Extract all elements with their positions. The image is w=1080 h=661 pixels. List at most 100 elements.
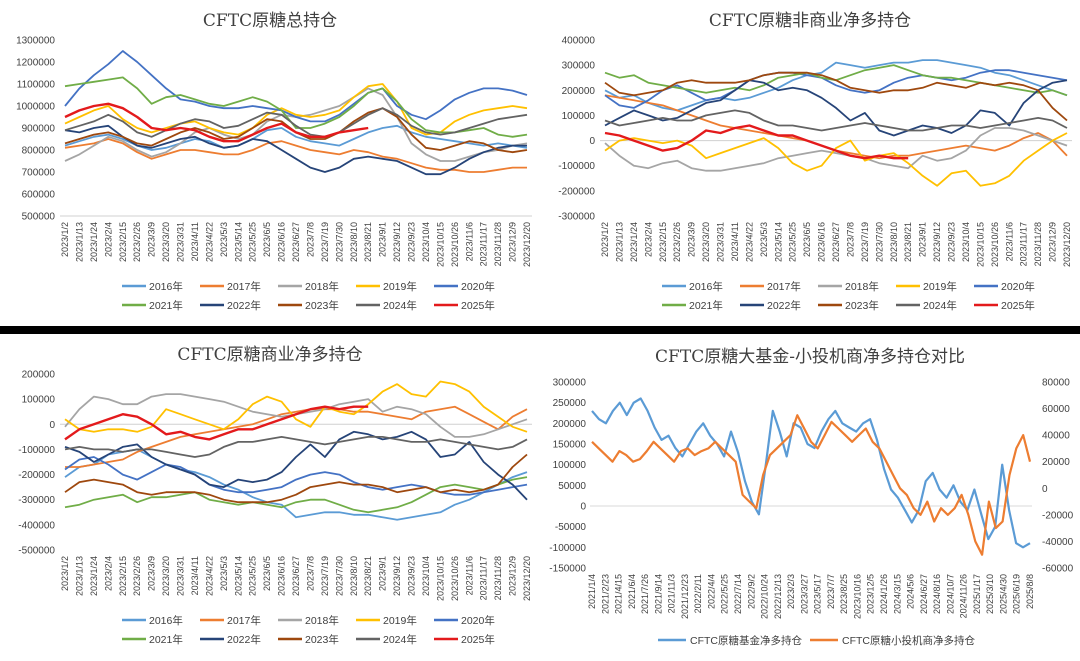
fund-net-long-line <box>591 397 1031 549</box>
legend-label-2023: 2023年 <box>305 633 339 646</box>
x-tick-label: 2023/7/30 <box>334 222 344 262</box>
legend-label-2021: 2021年 <box>149 633 183 646</box>
legend-label-2020: 2020年 <box>1001 280 1035 293</box>
x-tick-label: 2023/5/25 <box>248 556 258 596</box>
x-tick-label: 2023/1/24 <box>89 222 99 262</box>
x-tick-label: 2023/11/28 <box>1033 222 1043 266</box>
legend-label-2024: 2024年 <box>923 299 957 312</box>
legend-label-2017: 2017年 <box>227 614 261 627</box>
x-tick-label: 2023/6/5 <box>802 222 812 257</box>
x-tick-label: 2023/3/9 <box>687 222 697 257</box>
x-tick-label: 2023/6/16 <box>277 556 287 596</box>
y-tick-label: -300000 <box>558 212 595 223</box>
x-tick-label: 2021/1/4 <box>587 574 597 609</box>
y-right-tick-label: -60000 <box>1042 564 1074 575</box>
x-tick-label: 2023/6/5 <box>262 222 272 257</box>
x-tick-label: 2023/8/25 <box>839 574 849 614</box>
x-tick-label: 2024/11/26 <box>959 574 969 618</box>
x-tick-label: 2023/1/13 <box>614 222 624 262</box>
x-tick-label: 2023/2/3 <box>786 574 796 609</box>
x-tick-label: 2022/7/14 <box>733 574 743 614</box>
x-tick-label: 2023/5/14 <box>233 556 243 596</box>
legend-label-2018: 2018年 <box>305 614 339 627</box>
legend-label-2017: 2017年 <box>227 280 261 293</box>
legend-label-2025: 2025年 <box>461 633 495 646</box>
x-tick-label: 2023/4/11 <box>190 222 200 261</box>
x-tick-label: 2024/8/16 <box>932 574 942 614</box>
x-tick-label: 2021/9/14 <box>653 574 663 614</box>
x-tick-label: 2023/8/10 <box>349 556 359 596</box>
x-tick-label: 2022/5/25 <box>720 574 730 614</box>
x-tick-label: 2024/10/7 <box>945 574 955 614</box>
x-tick-label: 2023/6/27 <box>291 556 301 596</box>
x-tick-label: 2023/6/5 <box>262 556 272 591</box>
series-line-2019 <box>64 83 528 136</box>
y-right-tick-label: 20000 <box>1042 457 1070 468</box>
chart-title: CFTC原糖非商业净多持仓 <box>709 11 911 31</box>
legend-label-2018: 2018年 <box>305 280 339 293</box>
y-left-tick-label: 250000 <box>553 398 587 409</box>
x-tick-label: 2023/1/2 <box>60 222 70 257</box>
x-tick-label: 2023/12/20 <box>1062 222 1072 267</box>
x-tick-label: 2022/2/11 <box>693 574 703 613</box>
x-tick-label: 2021/6/4 <box>627 574 637 609</box>
legend-label-2022: 2022年 <box>227 633 261 646</box>
chart-title: CFTC原糖总持仓 <box>203 11 337 31</box>
x-tick-label: 2023/2/4 <box>103 556 113 591</box>
x-tick-label: 2023/1/24 <box>89 556 99 596</box>
x-tick-label: 2023/3/20 <box>161 556 171 596</box>
series-line-2025 <box>604 124 909 160</box>
x-tick-label: 2023/8/21 <box>363 222 373 262</box>
x-tick-label: 2023/11/6 <box>464 556 474 595</box>
x-tick-label: 2023/4/22 <box>204 556 214 596</box>
x-tick-label: 2025/1/17 <box>972 574 982 614</box>
y-tick-label: 200000 <box>22 370 56 381</box>
x-tick-label: 2023/1/2 <box>600 222 610 257</box>
y-right-tick-label: 80000 <box>1042 378 1070 389</box>
x-tick-label: 2023/7/8 <box>305 556 315 591</box>
series-line-2018 <box>604 127 1068 172</box>
x-tick-label: 2023/10/15 <box>435 556 445 601</box>
x-tick-label: 2025/6/19 <box>1012 574 1022 614</box>
x-tick-label: 2025/3/10 <box>985 574 995 614</box>
small-speculator-net-long-line <box>591 414 1032 556</box>
chart-noncommercial-net-long: CFTC原糖非商业净多持仓 400000 300000 200000 100000 0 -1… <box>540 0 1080 326</box>
y-right-tick-label: 60000 <box>1042 404 1070 415</box>
series-line-2020 <box>64 456 528 496</box>
x-tick-label: 2023/10/26 <box>990 222 1000 267</box>
legend-label-2022: 2022年 <box>227 299 261 312</box>
x-tick-label: 2021/2/23 <box>600 574 610 614</box>
x-tick-label: 2023/3/20 <box>701 222 711 262</box>
y-tick-label: 100000 <box>22 395 56 406</box>
chart-title: CFTC原糖商业净多持仓 <box>177 345 362 365</box>
y-tick-label: 1100000 <box>17 80 56 91</box>
x-tick-label: 2023/7/19 <box>320 556 330 596</box>
legend-label-2016: 2016年 <box>689 280 723 293</box>
x-tick-label: 2023/10/4 <box>961 222 971 262</box>
series-line-2023 <box>64 453 528 504</box>
x-tick-label: 2023/8/10 <box>349 222 359 262</box>
y-tick-label: 300000 <box>562 61 596 72</box>
x-tick-label: 2023/10/16 <box>852 574 862 619</box>
legend-label-2020: 2020年 <box>461 614 495 627</box>
y-tick-label: -500000 <box>18 546 55 557</box>
y-tick-label: 100000 <box>562 111 596 122</box>
x-tick-label: 2023/3/20 <box>161 222 171 262</box>
y-right-tick-label: 0 <box>1042 484 1048 495</box>
series-line-2021 <box>64 476 528 514</box>
x-tick-label: 2023/8/21 <box>903 222 913 262</box>
x-tick-label: 2023/11/6 <box>1004 222 1014 261</box>
y-tick-label: 0 <box>589 136 595 147</box>
x-tick-label: 2023/1/13 <box>74 222 84 262</box>
x-tick-label: 2023/2/15 <box>118 222 128 262</box>
chart-noncommercial-net-long-svg: CFTC原糖非商业净多持仓 400000 300000 200000 100000 0 -1… <box>558 11 1072 312</box>
x-tick-label: 2023/2/26 <box>132 222 142 262</box>
series-line-2020 <box>604 69 1068 109</box>
chart-total-open-interest: CFTC原糖总持仓 1300000 1200000 1100000 1000000 900… <box>0 0 540 326</box>
x-tick-label: 2023/6/16 <box>817 222 827 262</box>
y-tick-label: 1000000 <box>16 102 55 113</box>
y-tick-label: 0 <box>49 420 55 431</box>
series-line-2019 <box>64 380 528 433</box>
x-tick-label: 2023/11/17 <box>479 556 489 600</box>
x-tick-label: 2022/12/13 <box>773 574 783 619</box>
